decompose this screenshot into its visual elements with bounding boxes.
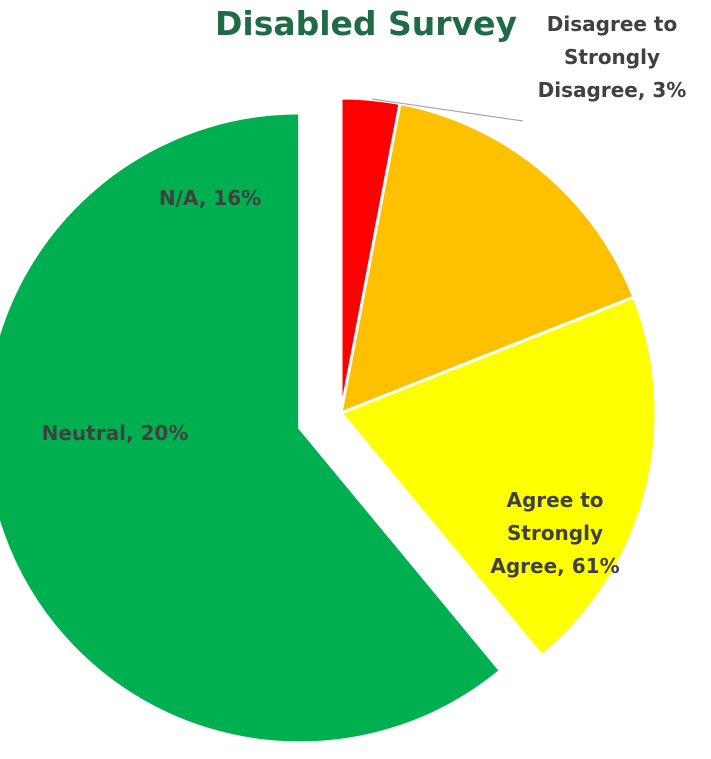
slice-label-disagree: Disagree to Strongly Disagree, 3% (538, 12, 687, 102)
pie-slice-na (339, 101, 636, 416)
slice-label-agree: Agree to Strongly Agree, 61% (490, 488, 619, 578)
pie-slice-neutral (338, 295, 658, 658)
chart-title: Disabled Survey (215, 4, 517, 43)
slice-label-neutral: Neutral, 20% (42, 421, 189, 445)
pie-slice-agree (0, 111, 503, 745)
leader-line-disagree (371, 98, 524, 122)
slice-label-na: N/A, 16% (159, 186, 261, 210)
